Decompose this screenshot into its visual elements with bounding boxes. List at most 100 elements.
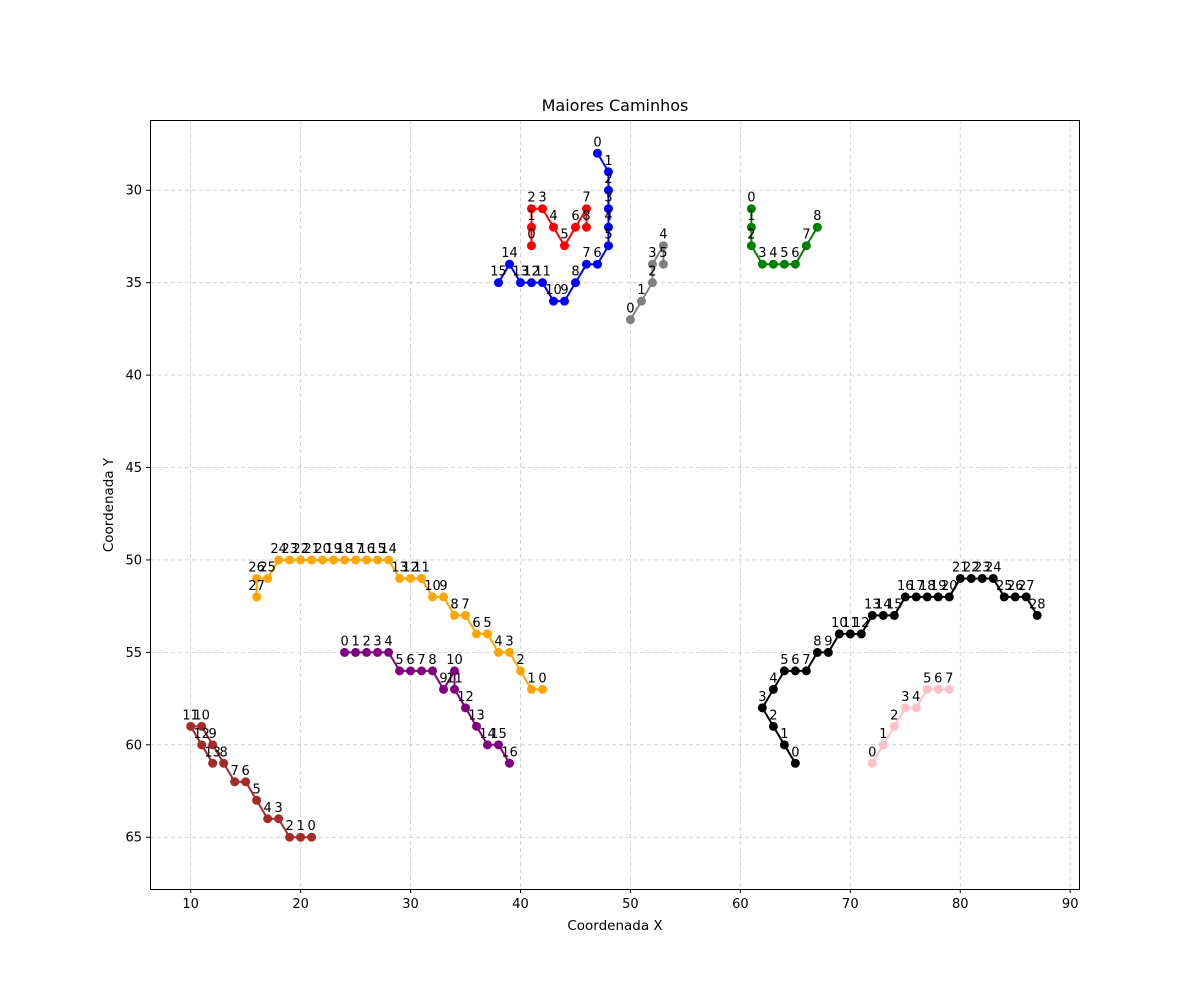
x-tick-label: 20 [292, 897, 309, 912]
point-index-label: 4 [263, 801, 271, 816]
point-index-label: 2 [648, 265, 656, 280]
data-point [548, 222, 558, 232]
data-point [362, 647, 372, 657]
data-point [999, 592, 1009, 602]
point-index-label: 14 [380, 542, 397, 557]
data-point [219, 758, 229, 768]
point-index-label: 0 [791, 745, 799, 760]
point-index-label: 10 [446, 653, 463, 668]
data-point [548, 296, 558, 306]
data-point [746, 222, 756, 232]
point-index-label: 5 [604, 228, 612, 243]
point-index-label: 7 [231, 764, 239, 779]
data-point [340, 555, 350, 565]
data-point [307, 832, 317, 842]
point-index-label: 3 [604, 191, 612, 206]
point-index-label: 25 [996, 579, 1013, 594]
data-point [340, 647, 350, 657]
point-index-label: 0 [538, 671, 546, 686]
data-point [186, 721, 196, 731]
data-point [790, 259, 800, 269]
point-index-label: 0 [527, 228, 535, 243]
series-line [255, 558, 543, 691]
point-index-label: 1 [527, 671, 535, 686]
data-point [878, 610, 888, 620]
data-point [944, 684, 954, 694]
point-index-label: 1 [296, 819, 304, 834]
point-index-label: 15 [490, 265, 507, 280]
data-point [636, 296, 646, 306]
data-point [537, 204, 547, 214]
data-point [768, 684, 778, 694]
point-index-label: 3 [538, 191, 546, 206]
point-index-label: 16 [358, 542, 375, 557]
data-point [559, 241, 569, 251]
data-point [658, 241, 668, 251]
point-index-label: 2 [285, 819, 293, 834]
data-point [647, 278, 657, 288]
point-index-label: 9 [824, 634, 832, 649]
series-path-4 [252, 555, 547, 694]
data-point [581, 222, 591, 232]
x-tick-label: 70 [842, 897, 859, 912]
data-point [461, 610, 471, 620]
data-point [603, 222, 613, 232]
data-point [768, 259, 778, 269]
point-index-label: 9 [560, 283, 568, 298]
chart-title: Maiores Caminhos [542, 96, 689, 115]
data-point [570, 278, 580, 288]
data-point [417, 573, 427, 583]
series-path-6 [186, 721, 317, 842]
point-index-label: 3 [758, 690, 766, 705]
point-index-label: 27 [248, 579, 265, 594]
point-index-label: 5 [253, 782, 261, 797]
point-index-label: 6 [406, 653, 414, 668]
data-point [285, 555, 295, 565]
data-point [746, 204, 756, 214]
point-index-label: 4 [549, 209, 557, 224]
point-index-label: 12 [457, 690, 474, 705]
point-index-label: 2 [604, 172, 612, 187]
point-index-label: 4 [769, 246, 777, 261]
point-index-label: 3 [758, 246, 766, 261]
point-index-label: 9 [439, 579, 447, 594]
data-point [746, 241, 756, 251]
point-index-label: 0 [340, 634, 348, 649]
point-index-label: 2 [362, 634, 370, 649]
point-index-label: 2 [516, 653, 524, 668]
data-point [922, 592, 932, 602]
point-index-label: 8 [813, 634, 821, 649]
x-axis-title: Coordenada X [567, 918, 662, 934]
point-index-label: 7 [802, 653, 810, 668]
data-point [362, 555, 372, 565]
point-index-label: 6 [242, 764, 250, 779]
point-index-label: 1 [351, 634, 359, 649]
point-index-label: 19 [930, 579, 947, 594]
y-tick-label: 65 [125, 831, 142, 846]
data-point [889, 610, 899, 620]
data-point [505, 758, 515, 768]
data-point [439, 592, 449, 602]
point-index-label: 28 [1029, 597, 1046, 612]
point-index-label: 8 [220, 745, 228, 760]
point-index-label: 4 [494, 634, 502, 649]
data-point [252, 795, 262, 805]
data-point [933, 684, 943, 694]
data-point [516, 666, 526, 676]
x-tick-label: 30 [402, 897, 419, 912]
point-index-label: 13 [391, 560, 408, 575]
point-index-label: 7 [417, 653, 425, 668]
point-index-label: 7 [582, 246, 590, 261]
data-point [285, 832, 295, 842]
data-point [526, 241, 536, 251]
data-point [483, 740, 493, 750]
data-point [505, 647, 515, 657]
point-index-label: 17 [908, 579, 925, 594]
series-path-1 [526, 204, 591, 251]
point-index-label: 11 [842, 616, 859, 631]
data-point [417, 666, 427, 676]
point-index-label: 0 [307, 819, 315, 834]
data-point [406, 573, 416, 583]
data-point [790, 666, 800, 676]
data-point [428, 666, 438, 676]
